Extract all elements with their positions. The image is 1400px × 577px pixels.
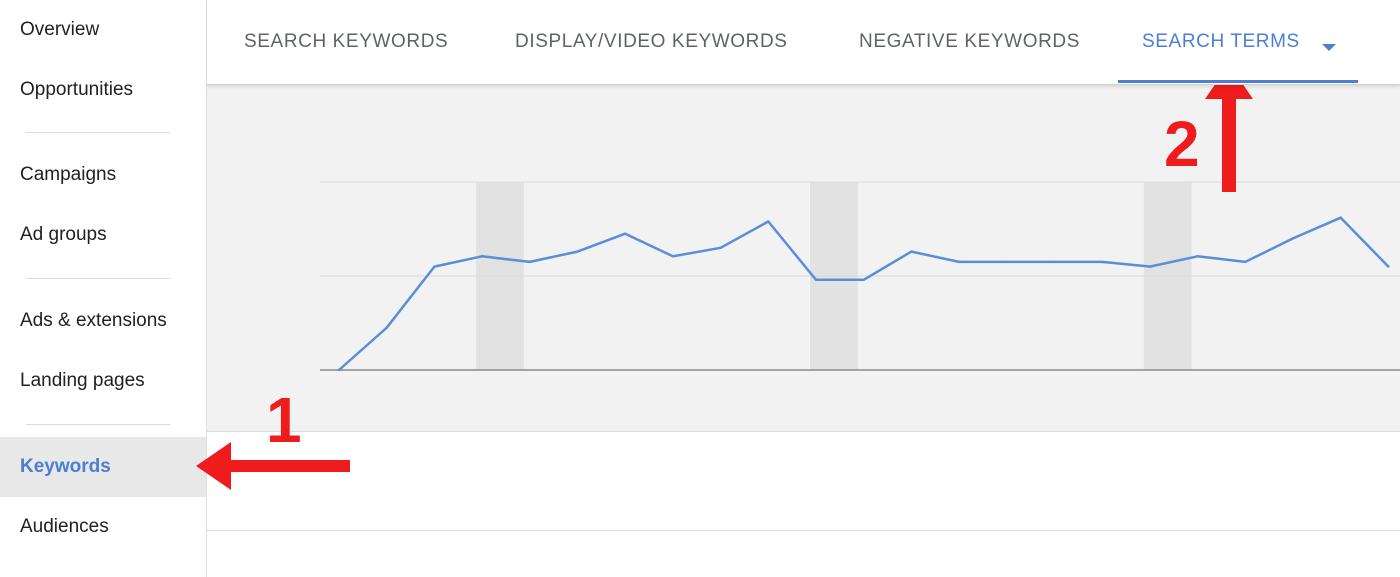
tab-label: DISPLAY/VIDEO KEYWORDS [515, 31, 788, 52]
tab-search-terms[interactable]: SEARCH TERMS [1142, 0, 1300, 84]
sidebar: Overview Opportunities Campaigns Ad grou… [0, 0, 207, 577]
sidebar-item-landing-pages[interactable]: Landing pages [0, 351, 206, 411]
sidebar-item-ad-groups[interactable]: Ad groups [0, 205, 206, 265]
data-point [767, 220, 770, 223]
sidebar-item-label: Keywords [20, 456, 111, 477]
nav-divider [26, 132, 170, 133]
data-point [671, 255, 675, 258]
data-point [576, 250, 579, 253]
sidebar-item-keywords[interactable]: Keywords [0, 437, 206, 497]
sidebar-item-label: Opportunities [20, 79, 134, 100]
sidebar-item-label: Campaigns [20, 164, 117, 185]
annotation-number-2: 2 [1164, 108, 1200, 180]
tab-display-video-keywords[interactable]: DISPLAY/VIDEO KEYWORDS [515, 0, 788, 84]
data-point [480, 255, 484, 258]
sidebar-item-label: Overview [20, 19, 100, 40]
tab-label: NEGATIVE KEYWORDS [859, 31, 1080, 52]
nav-divider [26, 424, 170, 425]
tab-search-keywords[interactable]: SEARCH KEYWORDS [244, 0, 448, 84]
active-tab-indicator [1118, 80, 1358, 83]
data-point [862, 278, 865, 281]
tab-label: SEARCH KEYWORDS [244, 31, 449, 52]
sidebar-item-audiences[interactable]: Audiences [0, 497, 206, 557]
data-point [957, 260, 961, 264]
data-point [814, 278, 818, 281]
data-point [433, 265, 436, 268]
data-point [1387, 265, 1390, 268]
nav-divider [26, 278, 170, 279]
data-point [1053, 260, 1056, 264]
sidebar-item-ads-extensions[interactable]: Ads & extensions [0, 291, 206, 351]
chevron-down-icon[interactable] [1322, 44, 1336, 51]
sidebar-item-label: Landing pages [20, 370, 145, 391]
sidebar-item-label: Ad groups [20, 224, 107, 245]
sidebar-item-label: Audiences [20, 516, 109, 537]
annotation-number-1: 1 [266, 384, 302, 456]
data-point [910, 250, 913, 253]
data-point [1148, 265, 1152, 268]
performance-chart [207, 85, 1400, 432]
tab-negative-keywords[interactable]: NEGATIVE KEYWORDS [859, 0, 1080, 84]
data-point [528, 260, 531, 264]
sidebar-item-overview[interactable]: Overview [0, 0, 206, 60]
tab-bar: SEARCH KEYWORDS DISPLAY/VIDEO KEYWORDS N… [207, 0, 1400, 85]
data-point [1244, 260, 1247, 264]
data-point [1291, 237, 1295, 240]
data-point [1101, 260, 1104, 264]
sidebar-item-campaigns[interactable]: Campaigns [0, 145, 206, 205]
data-point [719, 246, 722, 249]
data-point [337, 368, 341, 372]
chart-canvas [320, 181, 1400, 372]
sidebar-item-label: Ads & extensions [20, 310, 167, 331]
table-row [207, 432, 1400, 531]
main-content: SEARCH KEYWORDS DISPLAY/VIDEO KEYWORDS N… [207, 0, 1400, 577]
data-point [624, 232, 627, 235]
data-point [1005, 260, 1008, 264]
data-point [385, 326, 388, 329]
tab-label: SEARCH TERMS [1142, 31, 1300, 52]
data-point [1196, 255, 1199, 258]
data-point [1339, 216, 1342, 219]
sidebar-item-opportunities[interactable]: Opportunities [0, 60, 206, 120]
